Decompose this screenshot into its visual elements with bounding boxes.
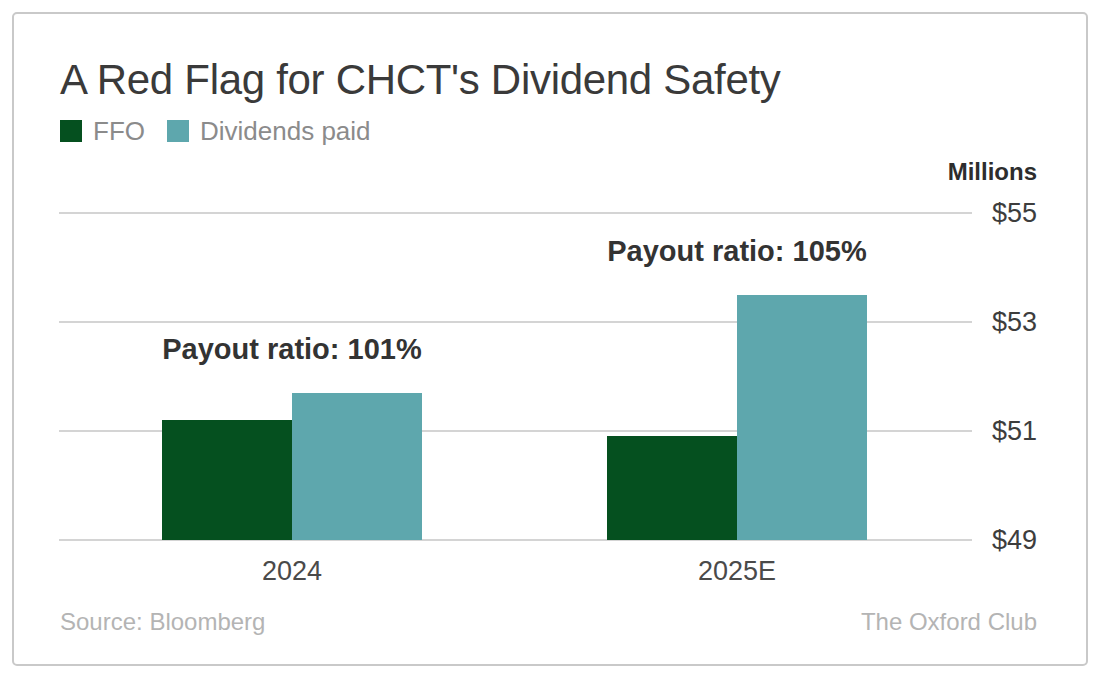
x-tick-label: 2025E bbox=[607, 556, 867, 587]
gridline bbox=[59, 212, 972, 214]
bar-ffo-2025e bbox=[607, 436, 737, 540]
chart-card: A Red Flag for CHCT's Dividend Safety FF… bbox=[12, 12, 1088, 666]
bar-ffo-2024 bbox=[162, 420, 292, 540]
source-note: Source: Bloomberg bbox=[60, 608, 265, 636]
y-tick-label: $55 bbox=[992, 198, 1037, 228]
payout-annotation: Payout ratio: 101% bbox=[82, 333, 502, 366]
attribution: The Oxford Club bbox=[861, 608, 1037, 636]
y-tick-label: $49 bbox=[992, 525, 1037, 555]
bar-dividends-paid-2025e bbox=[737, 295, 867, 540]
payout-annotation: Payout ratio: 105% bbox=[527, 235, 947, 268]
y-tick-label: $51 bbox=[992, 416, 1037, 446]
x-tick-label: 2024 bbox=[162, 556, 422, 587]
y-tick-label: $53 bbox=[992, 307, 1037, 337]
plot-area: $55 $53 $51 $49 2024 2025E Payout ratio: 101% P… bbox=[14, 14, 1086, 664]
bar-dividends-paid-2024 bbox=[292, 393, 422, 540]
